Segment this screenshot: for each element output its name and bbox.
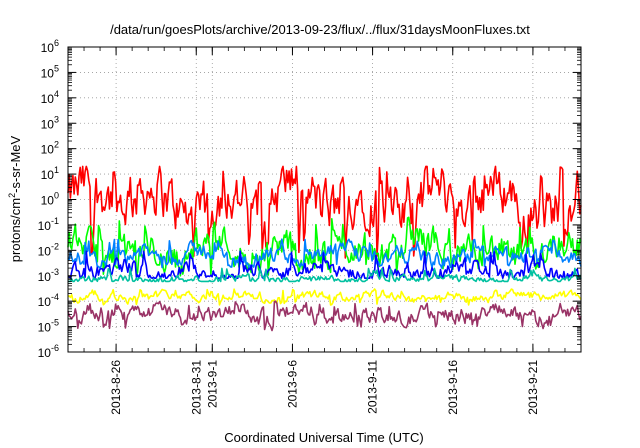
y-tick-label-base: 10	[38, 244, 52, 258]
y-tick-label: 103	[41, 114, 59, 131]
y-tick-label: 104	[41, 89, 59, 106]
y-tick-label-base: 10	[41, 117, 55, 131]
series-line	[68, 267, 582, 283]
y-tick-label-base: 10	[38, 321, 52, 335]
y-axis-label-suffix: -s-sr-MeV	[8, 135, 23, 192]
y-tick-label-exp: 5	[54, 63, 59, 73]
x-tick-label: 2013-8-31	[189, 360, 203, 415]
x-tick-label: 2013-9-11	[366, 360, 380, 414]
y-tick-label-exp: 6	[54, 38, 59, 48]
x-tick-label: 2013-8-26	[109, 360, 123, 415]
y-tick-label: 105	[41, 63, 59, 80]
y-tick-label: 101	[41, 165, 59, 182]
y-tick-label-exp: -5	[51, 318, 59, 328]
series-line	[67, 250, 581, 280]
y-tick-label: 106	[41, 38, 59, 55]
y-tick-label: 102	[41, 140, 59, 157]
series-line	[67, 165, 582, 259]
y-tick-label-base: 10	[41, 168, 55, 182]
y-tick-label: 10-6	[38, 343, 59, 360]
y-tick-label-base: 10	[41, 66, 55, 80]
x-axis-label: Coordinated Universal Time (UTC)	[224, 430, 423, 445]
y-tick-label: 10-1	[38, 216, 59, 233]
x-tick-label: 2013-9-21	[526, 360, 540, 415]
y-tick-label: 10-2	[38, 241, 59, 258]
y-tick-label-base: 10	[41, 92, 55, 106]
series-group	[67, 165, 582, 332]
y-axis: 10610510410310210110010-110-210-310-410-…	[38, 38, 581, 360]
y-tick-label-exp: -1	[51, 216, 59, 226]
y-axis-label: protons/cm2-s-sr-MeV	[7, 135, 23, 262]
chart-title: /data/run/goesPlots/archive/2013-09-23/f…	[110, 22, 530, 37]
y-tick-label: 10-5	[38, 318, 59, 335]
y-tick-label-exp: -6	[51, 343, 59, 353]
y-tick-label-base: 10	[38, 219, 52, 233]
y-tick-label-base: 10	[41, 194, 55, 208]
y-tick-label-exp: 4	[54, 89, 59, 99]
y-axis-label-prefix: protons/cm	[8, 198, 23, 262]
series-line	[67, 216, 582, 277]
x-axis: 2013-8-26 2013-8-31 2013-9-1 2013-9-6 2013-9…	[67, 47, 582, 415]
y-tick-label-base: 10	[38, 346, 52, 360]
y-tick-label-exp: 3	[54, 114, 59, 124]
series-line	[67, 238, 582, 269]
y-tick-label-base: 10	[41, 41, 55, 55]
y-tick-label-exp: 0	[54, 191, 59, 201]
y-tick-label-exp: 1	[54, 165, 59, 175]
y-tick-label-exp: 2	[54, 140, 59, 150]
y-tick-label-exp: -4	[51, 292, 59, 302]
y-tick-label-base: 10	[38, 295, 52, 309]
y-tick-label: 100	[41, 191, 59, 208]
y-axis-label-sup: 2	[7, 193, 17, 198]
y-tick-label-base: 10	[41, 143, 55, 157]
y-tick-label-exp: -2	[51, 241, 59, 251]
y-tick-label-base: 10	[38, 270, 52, 284]
x-tick-label: 2013-9-16	[446, 360, 460, 415]
x-tick-label: 2013-9-6	[285, 360, 299, 408]
y-tick-label: 10-4	[38, 292, 59, 309]
y-tick-label-exp: -3	[51, 267, 59, 277]
series-line	[67, 288, 582, 306]
y-tick-label: 10-3	[38, 267, 59, 284]
series-line	[67, 300, 582, 332]
x-tick-label: 2013-9-1	[205, 360, 219, 408]
